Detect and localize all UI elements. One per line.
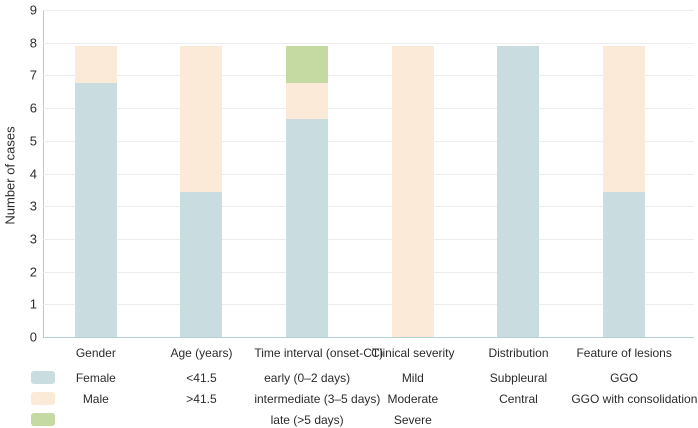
- x-category-label: Clinical severity: [371, 346, 455, 360]
- x-category-label: Gender: [75, 346, 116, 360]
- legend-item: <41.5: [186, 371, 217, 385]
- legend-item: Severe: [393, 413, 432, 427]
- legend-swatch-green: [31, 413, 55, 426]
- gridline: [43, 75, 694, 77]
- y-tick-label: 6: [29, 100, 37, 116]
- legend-item: Mild: [401, 371, 424, 385]
- legend-item: >41.5: [186, 392, 217, 406]
- y-tick-label: 3: [29, 231, 37, 247]
- bar-column: [43, 10, 149, 337]
- bar-segment-blue: [603, 191, 646, 337]
- y-tick-label: 3: [29, 198, 37, 214]
- legend-item: GGO: [610, 371, 639, 385]
- bar-column: [466, 10, 572, 337]
- bar-segment-blue: [74, 82, 117, 337]
- legend-item: Moderate: [387, 392, 439, 406]
- x-category-label: Age (years): [170, 346, 233, 360]
- bar-stack: [497, 46, 540, 337]
- legend-item: GGO with consolidation: [571, 392, 698, 406]
- bar-segment-peach: [603, 46, 646, 192]
- bar-segment-blue: [286, 119, 329, 337]
- bar-segment-peach: [391, 46, 434, 337]
- bar-segment-blue: [497, 46, 540, 337]
- gridline: [43, 271, 694, 273]
- legend-item: Male: [82, 392, 109, 406]
- gridline: [43, 173, 694, 175]
- gridline: [43, 140, 694, 142]
- legend-swatch-blue: [31, 371, 55, 384]
- gridlines: [43, 10, 694, 338]
- legend-item: Subpleural: [489, 371, 548, 385]
- bar-stack: [180, 46, 223, 337]
- gridline: [43, 206, 694, 208]
- bar-stack: [286, 46, 329, 337]
- bar-segment-peach: [74, 46, 117, 83]
- bars-layer: [43, 10, 677, 337]
- y-tick-label: 5: [29, 133, 37, 149]
- y-tick-label: 0: [29, 329, 37, 345]
- x-axis-category-labels: Gender Age (years) Time interval (onset-CT…: [43, 346, 677, 360]
- gridline: [43, 42, 694, 44]
- y-axis-tick-labels: 9 8 7 6 5 4 3 3 2 1 0: [0, 4, 37, 344]
- bar-column: [360, 10, 466, 337]
- gridline: [43, 238, 694, 240]
- x-axis-line: [43, 337, 694, 338]
- gridline: [43, 304, 694, 306]
- y-tick-label: 1: [29, 296, 37, 312]
- y-tick-label: 4: [29, 166, 37, 181]
- legend-item: Central: [499, 392, 538, 406]
- bar-column: [254, 10, 360, 337]
- y-tick-label: 2: [29, 264, 37, 280]
- y-tick-label: 8: [29, 35, 37, 51]
- gridline: [43, 10, 694, 11]
- bar-stack: [74, 46, 117, 337]
- bar-segment-peach: [180, 46, 223, 192]
- x-category-label: Time interval (onset-CT): [254, 346, 384, 360]
- legend-item: late (>5 days): [270, 413, 344, 427]
- bar-segment-peach: [286, 82, 329, 119]
- bar-column: [149, 10, 255, 337]
- legend-item: early (0–2 days): [264, 371, 351, 385]
- x-category-label: Feature of lesions: [576, 346, 672, 360]
- legend-item: intermediate (3–5 days): [254, 392, 381, 406]
- bar-segment-green: [286, 46, 329, 83]
- legend-item: Female: [75, 371, 116, 385]
- y-tick-label: 9: [29, 2, 37, 18]
- legend-swatch-peach: [31, 392, 55, 405]
- y-tick-label: 7: [29, 67, 37, 83]
- bar-stack: [391, 46, 434, 337]
- bar-segment-blue: [180, 191, 223, 337]
- x-category-label: Distribution: [488, 346, 549, 360]
- gridline: [43, 108, 694, 110]
- bar-column: [571, 10, 677, 337]
- bar-stack: [603, 46, 646, 337]
